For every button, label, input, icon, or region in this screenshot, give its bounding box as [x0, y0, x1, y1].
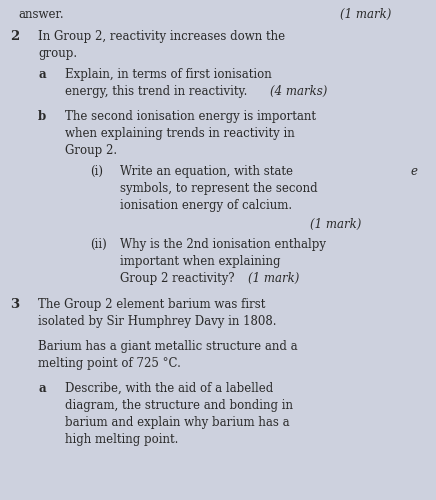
- Text: isolated by Sir Humphrey Davy in 1808.: isolated by Sir Humphrey Davy in 1808.: [38, 315, 276, 328]
- Text: e: e: [410, 165, 417, 178]
- Text: (ii): (ii): [90, 238, 107, 251]
- Text: a: a: [38, 68, 46, 81]
- Text: Write an equation, with state: Write an equation, with state: [120, 165, 293, 178]
- Text: diagram, the structure and bonding in: diagram, the structure and bonding in: [65, 399, 293, 412]
- Text: b: b: [38, 110, 46, 123]
- Text: high melting point.: high melting point.: [65, 433, 178, 446]
- Text: 3: 3: [10, 298, 19, 311]
- Text: (4 marks): (4 marks): [270, 85, 327, 98]
- Text: energy, this trend in reactivity.: energy, this trend in reactivity.: [65, 85, 247, 98]
- Text: when explaining trends in reactivity in: when explaining trends in reactivity in: [65, 127, 295, 140]
- Text: Why is the 2nd ionisation enthalpy: Why is the 2nd ionisation enthalpy: [120, 238, 326, 251]
- Text: ionisation energy of calcium.: ionisation energy of calcium.: [120, 199, 292, 212]
- Text: The Group 2 element barium was first: The Group 2 element barium was first: [38, 298, 266, 311]
- Text: In Group 2, reactivity increases down the: In Group 2, reactivity increases down th…: [38, 30, 285, 43]
- Text: (1 mark): (1 mark): [248, 272, 300, 285]
- Text: answer.: answer.: [18, 8, 64, 21]
- Text: Barium has a giant metallic structure and a: Barium has a giant metallic structure an…: [38, 340, 298, 353]
- Text: 2: 2: [10, 30, 19, 43]
- Text: (i): (i): [90, 165, 103, 178]
- Text: Explain, in terms of first ionisation: Explain, in terms of first ionisation: [65, 68, 272, 81]
- Text: a: a: [38, 382, 46, 395]
- Text: symbols, to represent the second: symbols, to represent the second: [120, 182, 317, 195]
- Text: (1 mark): (1 mark): [340, 8, 392, 21]
- Text: melting point of 725 °C.: melting point of 725 °C.: [38, 357, 181, 370]
- Text: Describe, with the aid of a labelled: Describe, with the aid of a labelled: [65, 382, 273, 395]
- Text: barium and explain why barium has a: barium and explain why barium has a: [65, 416, 290, 429]
- Text: Group 2.: Group 2.: [65, 144, 117, 157]
- Text: (1 mark): (1 mark): [310, 218, 361, 231]
- Text: group.: group.: [38, 47, 77, 60]
- Text: The second ionisation energy is important: The second ionisation energy is importan…: [65, 110, 316, 123]
- Text: Group 2 reactivity?: Group 2 reactivity?: [120, 272, 235, 285]
- Text: important when explaining: important when explaining: [120, 255, 280, 268]
